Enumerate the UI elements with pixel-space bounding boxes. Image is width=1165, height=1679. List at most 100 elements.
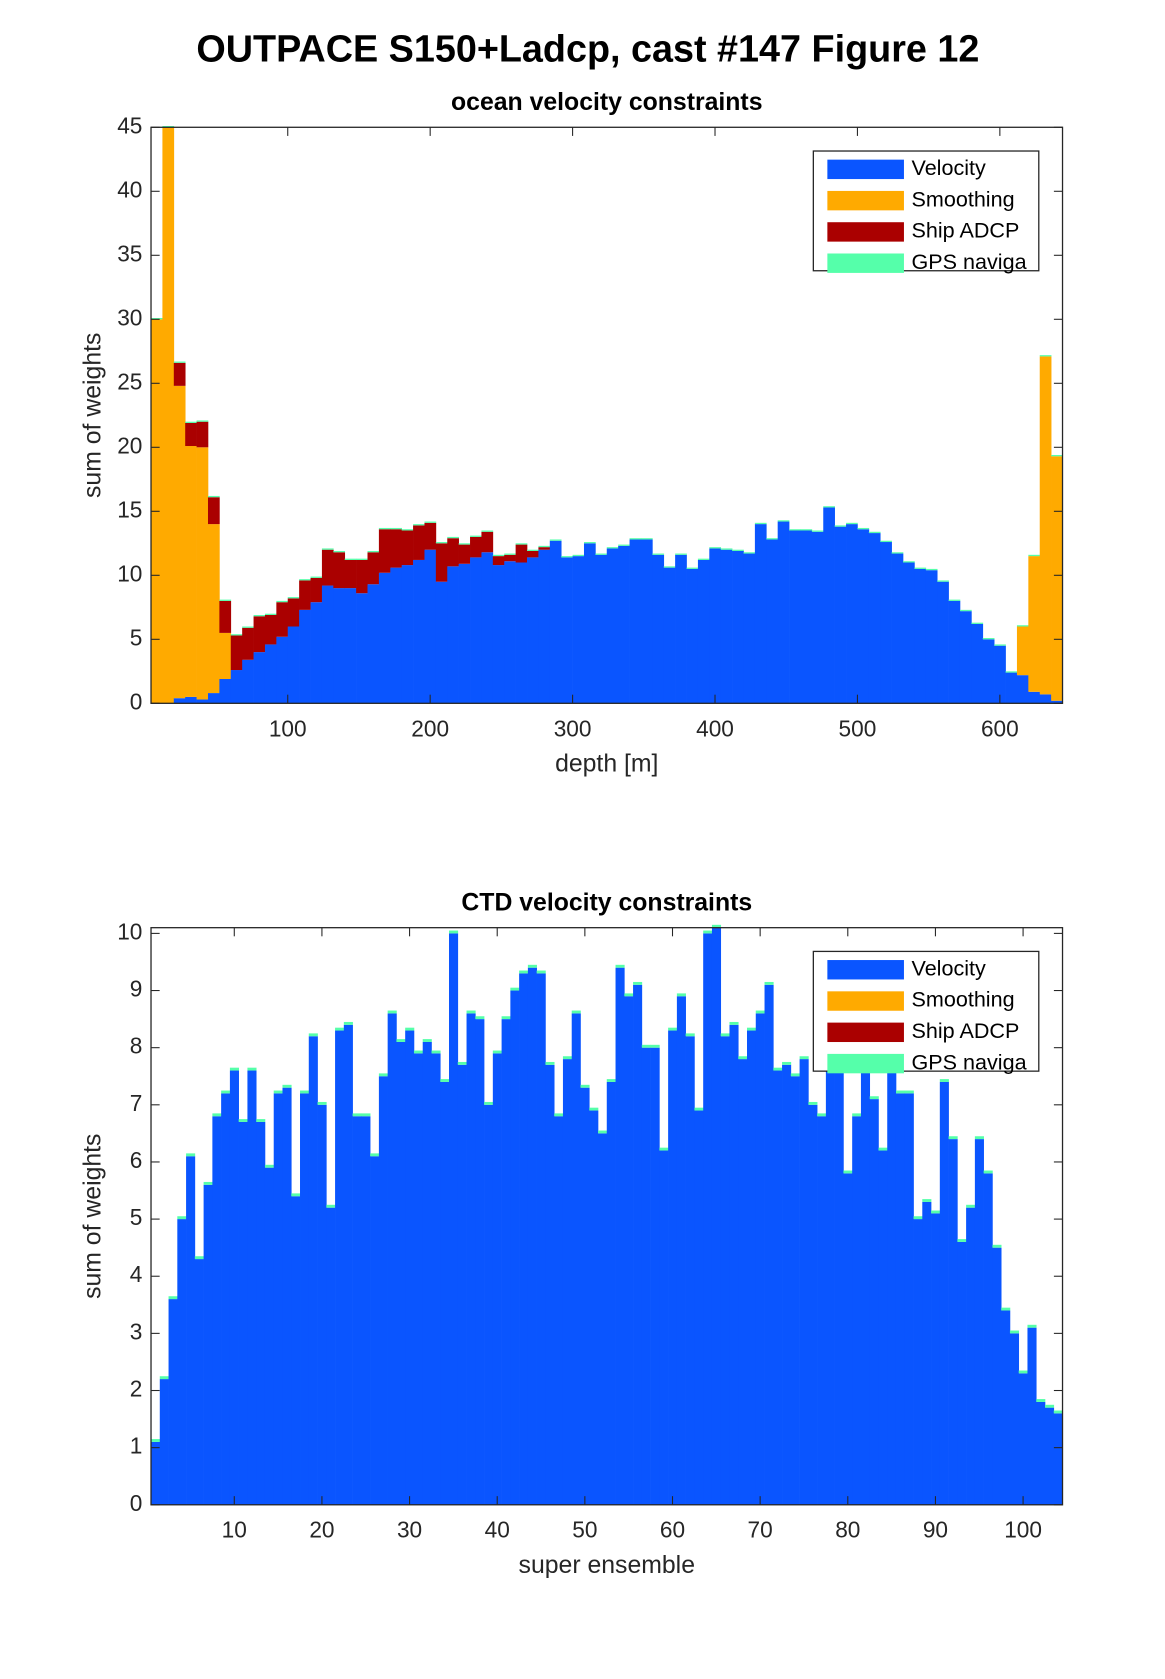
- bar-segment: [709, 548, 722, 704]
- bar-segment: [194, 1256, 204, 1260]
- bar-segment: [207, 495, 220, 498]
- axes-box: [150, 126, 1064, 704]
- bar-segment: [367, 552, 380, 585]
- bar-segment: [903, 561, 915, 563]
- bar-segment: [572, 556, 585, 704]
- bar-segment: [1018, 1370, 1028, 1374]
- bar-segment: [510, 987, 520, 991]
- bar-segment: [720, 548, 733, 550]
- bar-segment: [606, 1079, 616, 1082]
- bar-segment: [207, 524, 220, 694]
- bar-segment: [834, 526, 847, 704]
- bar-segment: [868, 533, 881, 704]
- bar-segment: [983, 1170, 993, 1174]
- bar-segment: [697, 559, 710, 704]
- bar-segment: [1039, 694, 1052, 704]
- x-tick-label: 300: [554, 715, 592, 741]
- bar-segment: [992, 1247, 1002, 1505]
- bar-segment: [449, 933, 459, 1505]
- x-axis-label: depth [m]: [555, 750, 658, 777]
- bar-segment: [185, 422, 197, 447]
- bar-segment: [904, 1090, 914, 1094]
- bar-segment: [207, 693, 220, 704]
- bar-segment: [903, 562, 915, 704]
- bar-segment: [185, 421, 197, 423]
- bar-segment: [937, 580, 949, 582]
- bar-segment: [1051, 700, 1063, 704]
- bar-segment: [367, 550, 380, 553]
- bar-segment: [515, 544, 528, 563]
- bar-segment: [449, 930, 459, 934]
- bar-segment: [151, 1439, 161, 1442]
- bar-segment: [580, 1087, 590, 1505]
- bar-segment: [256, 1119, 266, 1122]
- bar-segment: [811, 531, 824, 704]
- bar-segment: [405, 1030, 415, 1505]
- y-tick-label: 40: [117, 176, 142, 202]
- figure-title: OUTPACE S150+Ladcp, cast #147 Figure 12: [196, 28, 979, 70]
- bar-segment: [1028, 691, 1041, 704]
- legend-swatch: [827, 222, 904, 242]
- bar-segment: [659, 1150, 669, 1505]
- bar-segment: [554, 1113, 564, 1117]
- bar-segment: [264, 1164, 275, 1168]
- bar-segment: [361, 1116, 371, 1505]
- bar-segment: [843, 1173, 853, 1505]
- bar-segment: [287, 598, 300, 627]
- y-tick-label: 6: [130, 1147, 143, 1173]
- bar-segment: [808, 1101, 818, 1105]
- bar-segment: [387, 1013, 397, 1505]
- bar-segment: [484, 1104, 494, 1505]
- bar-segment: [914, 568, 927, 704]
- bar-segment: [475, 1019, 485, 1505]
- bar-segment: [308, 1036, 318, 1505]
- bar-segment: [390, 529, 403, 568]
- bar-segment: [549, 540, 562, 704]
- bar-segment: [273, 1090, 283, 1094]
- bar-segment: [504, 553, 516, 555]
- bar-segment: [492, 565, 505, 704]
- bar-segment: [196, 447, 209, 700]
- bar-segment: [1005, 672, 1018, 704]
- bar-segment: [536, 970, 546, 974]
- bar-segment: [1028, 556, 1041, 692]
- bar-segment: [352, 1113, 362, 1117]
- bar-segment: [440, 1081, 450, 1505]
- x-tick-label: 60: [660, 1517, 685, 1543]
- bar-segment: [914, 567, 927, 569]
- bar-segment: [273, 1093, 283, 1505]
- bar-segment: [738, 1056, 748, 1060]
- bar-segment: [413, 524, 425, 526]
- bar-segment: [729, 1021, 739, 1025]
- bar-segment: [571, 1010, 581, 1014]
- bar-segment: [308, 1033, 318, 1037]
- bar-segment: [264, 613, 277, 615]
- bar-segment: [640, 539, 653, 704]
- bar-segment: [878, 1150, 888, 1505]
- bar-segment: [413, 1050, 424, 1054]
- bar-segment: [256, 1121, 266, 1505]
- bar-segment: [352, 1116, 362, 1505]
- bar-segment: [344, 559, 357, 589]
- bar-segment: [846, 524, 858, 704]
- bar-segment: [282, 1087, 292, 1505]
- bar-segment: [554, 1116, 564, 1505]
- bar-segment: [823, 507, 835, 704]
- bar-segment: [538, 547, 551, 550]
- bar-segment: [168, 1299, 178, 1505]
- bar-segment: [994, 644, 1006, 646]
- bar-segment: [676, 996, 686, 1505]
- bar-segment: [458, 563, 471, 704]
- bar-segment: [913, 1216, 923, 1220]
- y-tick-label: 5: [130, 624, 143, 650]
- bar-segment: [790, 1073, 800, 1077]
- legend-swatch: [827, 1053, 904, 1074]
- bar-segment: [931, 1210, 941, 1214]
- bar-segment: [755, 1010, 765, 1014]
- bar-segment: [185, 696, 197, 704]
- bar-segment: [1053, 1410, 1063, 1414]
- bar-segment: [732, 550, 744, 704]
- bar-segment: [378, 529, 391, 573]
- bar-segment: [310, 576, 323, 578]
- bar-segment: [743, 553, 756, 704]
